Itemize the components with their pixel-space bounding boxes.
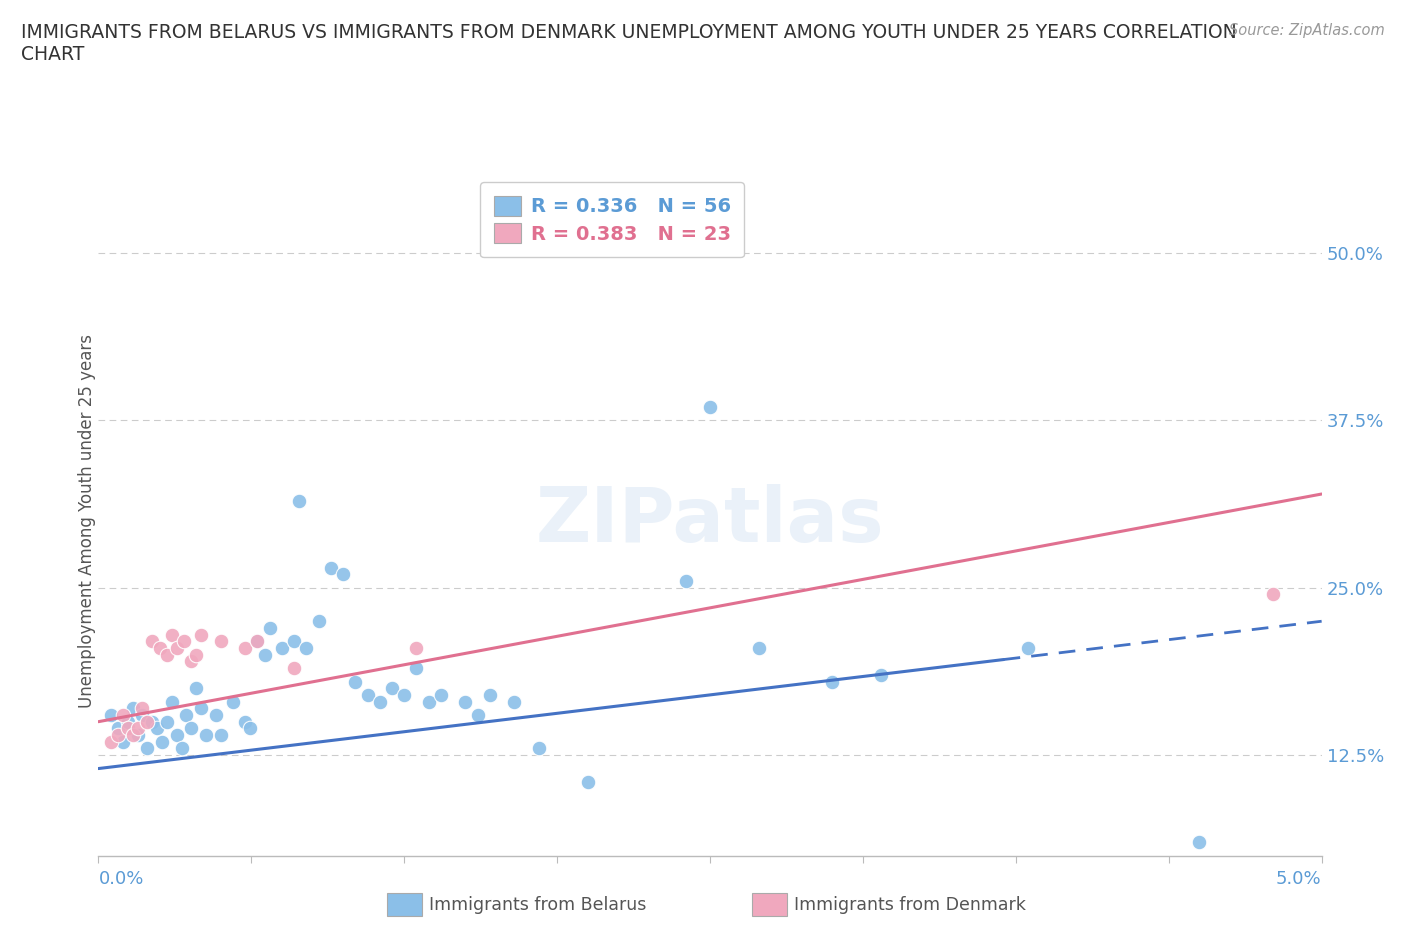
Point <box>121 727 143 742</box>
Point <box>156 647 179 662</box>
Text: Source: ZipAtlas.com: Source: ZipAtlas.com <box>1229 23 1385 38</box>
Text: 5.0%: 5.0% <box>1277 870 1322 888</box>
Point <box>149 641 172 656</box>
Point <box>136 741 159 756</box>
Point <box>454 694 477 709</box>
Point <box>1261 587 1284 602</box>
Point <box>186 647 208 662</box>
Point <box>699 400 721 415</box>
Point <box>131 701 153 716</box>
Point <box>195 727 218 742</box>
Point <box>156 714 179 729</box>
Point <box>180 654 202 669</box>
Point <box>270 641 294 656</box>
Point <box>186 681 208 696</box>
Point <box>166 727 188 742</box>
Point <box>100 708 122 723</box>
Point <box>368 694 391 709</box>
Point <box>127 727 149 742</box>
Point <box>121 701 143 716</box>
Point <box>146 721 169 736</box>
Point <box>111 735 134 750</box>
Point <box>344 674 367 689</box>
Point <box>209 634 232 649</box>
Point <box>160 694 183 709</box>
Point <box>246 634 269 649</box>
Point <box>107 727 129 742</box>
Point <box>205 708 228 723</box>
Point <box>100 735 122 750</box>
Point <box>141 714 163 729</box>
Point <box>150 735 173 750</box>
Point <box>295 641 318 656</box>
Point <box>392 687 416 702</box>
Point <box>405 660 427 675</box>
Point <box>478 687 501 702</box>
Point <box>381 681 404 696</box>
Point <box>127 721 149 736</box>
Point <box>870 668 893 683</box>
Point <box>131 708 153 723</box>
Point <box>246 634 269 649</box>
Point <box>418 694 440 709</box>
Point <box>170 741 193 756</box>
Text: IMMIGRANTS FROM BELARUS VS IMMIGRANTS FROM DENMARK UNEMPLOYMENT AMONG YOUTH UNDE: IMMIGRANTS FROM BELARUS VS IMMIGRANTS FR… <box>21 23 1237 64</box>
Point <box>259 620 281 635</box>
Point <box>160 627 183 642</box>
Point <box>111 708 134 723</box>
Point <box>117 714 139 729</box>
Point <box>503 694 526 709</box>
Point <box>748 641 770 656</box>
Point <box>527 741 550 756</box>
Point <box>1188 835 1211 850</box>
Point <box>332 567 354 582</box>
Point <box>467 708 489 723</box>
Point <box>180 721 202 736</box>
Point <box>117 721 139 736</box>
Point <box>176 708 198 723</box>
Point <box>308 614 330 629</box>
Point <box>675 574 697 589</box>
Point <box>222 694 245 709</box>
Point <box>190 627 212 642</box>
Point <box>107 721 129 736</box>
Point <box>821 674 844 689</box>
Point <box>283 660 305 675</box>
Legend: R = 0.336   N = 56, R = 0.383   N = 23: R = 0.336 N = 56, R = 0.383 N = 23 <box>479 182 744 258</box>
Text: Immigrants from Denmark: Immigrants from Denmark <box>794 896 1026 914</box>
Point <box>356 687 378 702</box>
Text: Immigrants from Belarus: Immigrants from Belarus <box>429 896 647 914</box>
Point <box>233 641 256 656</box>
Point <box>233 714 256 729</box>
Point <box>239 721 262 736</box>
Point <box>190 701 212 716</box>
Point <box>319 560 342 575</box>
Point <box>209 727 232 742</box>
Text: 0.0%: 0.0% <box>98 870 143 888</box>
Y-axis label: Unemployment Among Youth under 25 years: Unemployment Among Youth under 25 years <box>79 334 96 708</box>
Text: ZIPatlas: ZIPatlas <box>536 484 884 558</box>
Point <box>576 775 599 790</box>
Point <box>253 647 276 662</box>
Point <box>405 641 427 656</box>
Point <box>166 641 188 656</box>
Point <box>288 493 311 508</box>
Point <box>141 634 163 649</box>
Point <box>1017 641 1039 656</box>
Point <box>283 634 305 649</box>
Point <box>173 634 195 649</box>
Point <box>136 714 159 729</box>
Point <box>430 687 453 702</box>
